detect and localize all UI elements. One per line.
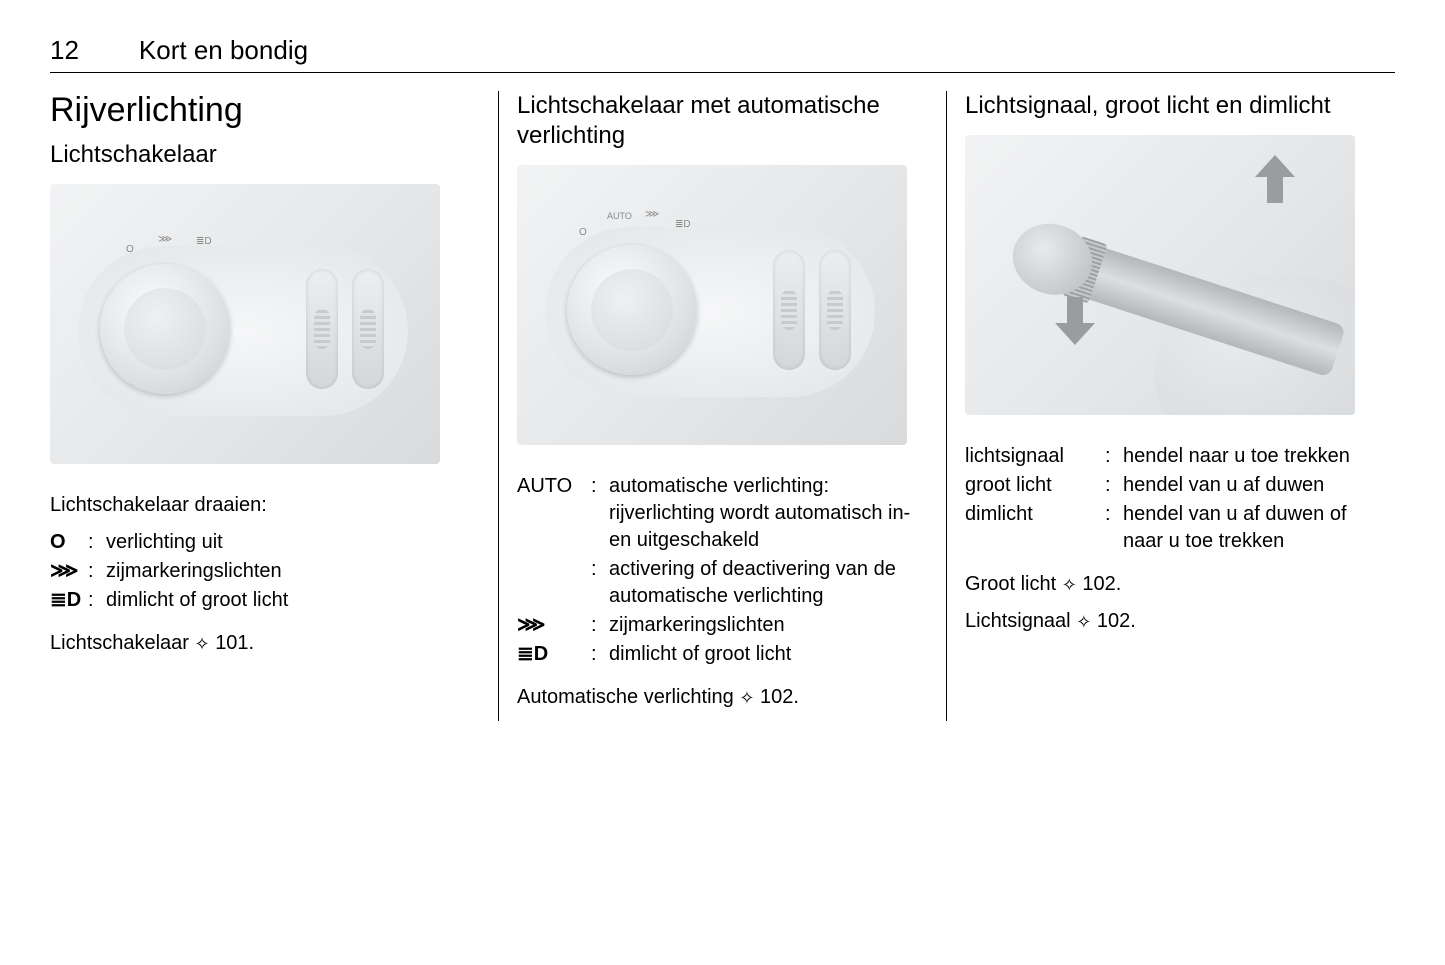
cross-reference: Automatische verlichting ✧ 102. bbox=[517, 684, 928, 711]
definition-list-1: O : verlichting uit ⋙ : zijmarkeringslic… bbox=[50, 529, 480, 614]
def-row: ≣D : dimlicht of groot licht bbox=[517, 641, 928, 668]
subheading-lichtschakelaar: Lichtschakelaar bbox=[50, 140, 480, 170]
page-header: 12 Kort en bondig bbox=[50, 35, 1395, 73]
def-val: hendel van u af duwen of naar u toe trek… bbox=[1123, 501, 1376, 555]
column-1: Rijverlichting Lichtschakelaar O ⋙ ≣D Li… bbox=[50, 91, 498, 721]
headlight-icon: ≣D bbox=[50, 587, 88, 614]
colon: : bbox=[88, 529, 106, 556]
colon: : bbox=[88, 587, 106, 614]
def-row: : activering of deactivering van de auto… bbox=[517, 556, 928, 610]
colon: : bbox=[1105, 472, 1123, 499]
def-row: groot licht : hendel van u af duwen bbox=[965, 472, 1376, 499]
figure-light-switch: O ⋙ ≣D bbox=[50, 184, 440, 464]
cross-reference: Lichtschakelaar ✧ 101. bbox=[50, 630, 480, 657]
def-val: zijmarkeringslichten bbox=[609, 612, 928, 639]
definition-list-3: lichtsignaal : hendel naar u toe trekken… bbox=[965, 443, 1376, 555]
colon: : bbox=[591, 556, 609, 610]
ref-arrow-icon: ✧ bbox=[1062, 573, 1077, 597]
def-val: dimlicht of groot licht bbox=[106, 587, 480, 614]
page-section-title: Kort en bondig bbox=[139, 35, 308, 66]
colon: : bbox=[591, 473, 609, 554]
figure-auto-light-switch: O AUTO ⋙ ≣D bbox=[517, 165, 907, 445]
intro-text: Lichtschakelaar draaien: bbox=[50, 492, 480, 519]
def-val: zijmarkeringslichten bbox=[106, 558, 480, 585]
column-2: Lichtschakelaar met automatische verlich… bbox=[498, 91, 946, 721]
cross-reference: Groot licht ✧ 102. bbox=[965, 571, 1376, 598]
def-key: AUTO bbox=[517, 473, 591, 554]
page-number: 12 bbox=[50, 35, 79, 66]
column-3: Lichtsignaal, groot licht en dimlicht li… bbox=[946, 91, 1394, 721]
subheading-auto-light: Lichtschakelaar met automatische verlich… bbox=[517, 91, 928, 151]
subheading-light-signal: Lichtsignaal, groot licht en dimlicht bbox=[965, 91, 1376, 121]
colon: : bbox=[1105, 443, 1123, 470]
def-row: AUTO : automatische verlichting: rijverl… bbox=[517, 473, 928, 554]
sidelight-icon: ⋙ bbox=[517, 612, 591, 639]
colon: : bbox=[591, 612, 609, 639]
def-val: dimlicht of groot licht bbox=[609, 641, 928, 668]
ref-arrow-icon: ✧ bbox=[1076, 610, 1091, 634]
colon: : bbox=[591, 641, 609, 668]
figure-stalk-lever bbox=[965, 135, 1355, 415]
content-columns: Rijverlichting Lichtschakelaar O ⋙ ≣D Li… bbox=[50, 91, 1395, 721]
colon: : bbox=[88, 558, 106, 585]
def-key: groot licht bbox=[965, 472, 1105, 499]
def-key: O bbox=[50, 529, 88, 556]
heading-rijverlichting: Rijverlichting bbox=[50, 91, 480, 130]
arrow-down-icon bbox=[1050, 290, 1100, 345]
def-row: O : verlichting uit bbox=[50, 529, 480, 556]
def-key: dimlicht bbox=[965, 501, 1105, 555]
cross-reference: Lichtsignaal ✧ 102. bbox=[965, 608, 1376, 635]
def-val: automatische verlichting: rijverlichting… bbox=[609, 473, 928, 554]
arrow-up-icon bbox=[1250, 155, 1300, 210]
def-val: activering of deactivering van de automa… bbox=[609, 556, 928, 610]
ref-arrow-icon: ✧ bbox=[739, 686, 754, 710]
sidelight-icon: ⋙ bbox=[50, 558, 88, 585]
def-val: hendel naar u toe trekken bbox=[1123, 443, 1376, 470]
def-val: hendel van u af duwen bbox=[1123, 472, 1376, 499]
colon: : bbox=[1105, 501, 1123, 555]
def-row: lichtsignaal : hendel naar u toe trekken bbox=[965, 443, 1376, 470]
def-row: dimlicht : hendel van u af duwen of naar… bbox=[965, 501, 1376, 555]
def-row: ≣D : dimlicht of groot licht bbox=[50, 587, 480, 614]
def-key: lichtsignaal bbox=[965, 443, 1105, 470]
def-val: verlichting uit bbox=[106, 529, 480, 556]
definition-list-2: AUTO : automatische verlichting: rijverl… bbox=[517, 473, 928, 668]
def-row: ⋙ : zijmarkeringslichten bbox=[517, 612, 928, 639]
headlight-icon: ≣D bbox=[517, 641, 591, 668]
def-row: ⋙ : zijmarkeringslichten bbox=[50, 558, 480, 585]
ref-arrow-icon: ✧ bbox=[195, 632, 210, 656]
def-key bbox=[517, 556, 591, 610]
